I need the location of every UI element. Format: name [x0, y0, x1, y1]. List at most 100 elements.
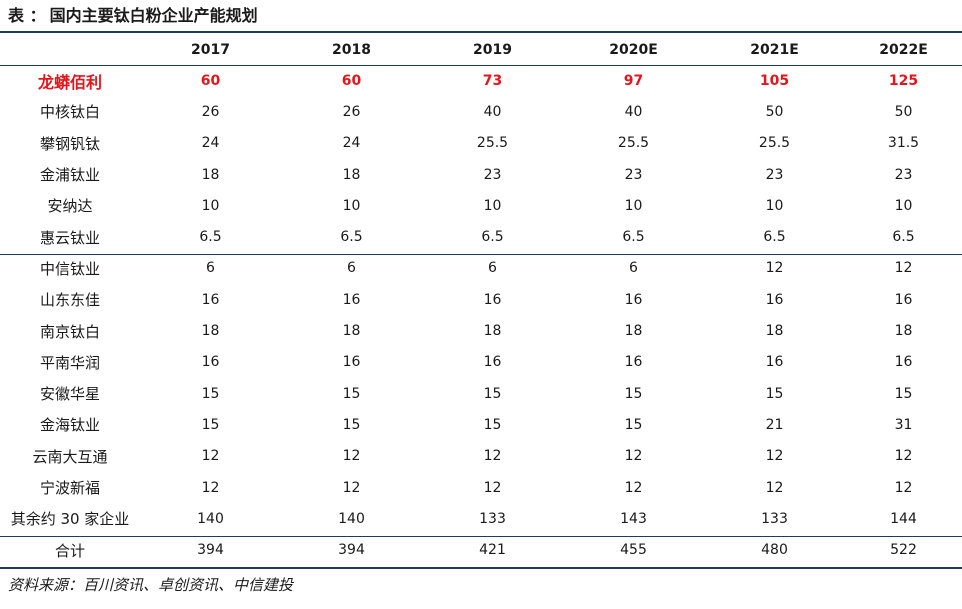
- capacity-value-cell: 40: [624, 103, 643, 120]
- company-name-cell: 云南大互通: [32, 447, 108, 466]
- capacity-value-cell: 143: [620, 510, 647, 527]
- capacity-value-cell: 16: [894, 291, 913, 308]
- capacity-value-cell: 6.5: [340, 229, 363, 246]
- bottom-rule: [0, 567, 962, 569]
- table-row: 中信钛业 6 6 6 6 12 12: [0, 253, 962, 284]
- capacity-value-cell: 16: [483, 354, 502, 371]
- capacity-value-cell: 140: [197, 510, 224, 527]
- capacity-value-cell: 73: [482, 72, 503, 89]
- capacity-value-cell: 12: [894, 260, 913, 277]
- capacity-value-cell: 12: [624, 479, 643, 496]
- table-row: 金浦钛业 18 18 23 23 23 23: [0, 159, 962, 190]
- capacity-value-cell: 6.5: [622, 229, 645, 246]
- capacity-value-cell: 16: [342, 354, 361, 371]
- capacity-value-cell: 50: [765, 103, 784, 120]
- capacity-value-cell: 25.5: [758, 135, 791, 152]
- capacity-value-cell: 18: [765, 323, 784, 340]
- table-row: 金海钛业 15 15 15 15 21 31: [0, 409, 962, 440]
- header-row: 2017 2018 2019 2020E 2021E 2022E: [0, 35, 962, 65]
- company-name-cell: 平南华润: [39, 353, 100, 372]
- capacity-value-cell: 16: [483, 291, 502, 308]
- capacity-value-cell: 16: [624, 291, 643, 308]
- capacity-value-cell: 23: [894, 166, 913, 183]
- company-name-cell: 合计: [54, 541, 85, 560]
- capacity-value-cell: 6: [206, 260, 215, 277]
- company-name-cell: 龙蟒佰利: [37, 72, 102, 92]
- capacity-value-cell: 15: [483, 416, 502, 433]
- table-row: 宁波新福 12 12 12 12 12 12: [0, 472, 962, 503]
- source-note: 资料来源：百川资讯、卓创资讯、中信建投: [8, 576, 294, 594]
- capacity-value-cell: 60: [200, 72, 221, 89]
- table-row: 平南华润 16 16 16 16 16 16: [0, 347, 962, 378]
- capacity-value-cell: 16: [342, 291, 361, 308]
- capacity-value-cell: 12: [201, 448, 220, 465]
- group-divider-rule: [0, 254, 962, 255]
- company-name-cell: 安纳达: [47, 197, 93, 216]
- capacity-value-cell: 12: [765, 479, 784, 496]
- capacity-value-cell: 394: [338, 542, 365, 559]
- column-header: 2018: [332, 42, 371, 58]
- company-name-cell: 金海钛业: [39, 416, 100, 435]
- capacity-value-cell: 12: [483, 479, 502, 496]
- company-name-cell: 宁波新福: [39, 479, 100, 497]
- company-name-cell: 金浦钛业: [39, 166, 100, 185]
- capacity-value-cell: 23: [765, 166, 784, 183]
- capacity-value-cell: 24: [201, 135, 220, 152]
- capacity-value-cell: 105: [759, 72, 790, 89]
- company-name-cell: 安徽华星: [39, 385, 100, 404]
- capacity-value-cell: 394: [197, 542, 224, 559]
- capacity-value-cell: 12: [765, 448, 784, 465]
- capacity-value-cell: 6.5: [763, 229, 786, 246]
- capacity-value-cell: 15: [624, 385, 643, 402]
- capacity-value-cell: 18: [624, 323, 643, 340]
- capacity-value-cell: 10: [342, 197, 361, 214]
- capacity-value-cell: 125: [888, 72, 919, 89]
- capacity-value-cell: 133: [479, 510, 506, 527]
- capacity-table: 2017 2018 2019 2020E 2021E 2022E 龙蟒佰利 60 6…: [0, 35, 962, 566]
- capacity-value-cell: 10: [483, 197, 502, 214]
- table-row-highlight: 龙蟒佰利 60 60 73 97 105 125: [0, 65, 962, 96]
- table-row-total: 合计 394 394 421 455 480 522: [0, 534, 962, 565]
- capacity-value-cell: 18: [342, 323, 361, 340]
- capacity-value-cell: 16: [765, 291, 784, 308]
- capacity-value-cell: 16: [201, 291, 220, 308]
- capacity-value-cell: 25.5: [476, 135, 509, 152]
- capacity-value-cell: 97: [623, 72, 644, 89]
- capacity-value-cell: 16: [765, 354, 784, 371]
- capacity-value-cell: 6: [488, 260, 497, 277]
- capacity-value-cell: 24: [342, 135, 361, 152]
- table-title-text: 国内主要钛白粉企业产能规划: [49, 6, 258, 25]
- company-name-cell: 其余约 30 家企业: [10, 510, 130, 529]
- capacity-value-cell: 50: [894, 103, 913, 120]
- column-header: 2019: [473, 42, 512, 58]
- capacity-value-cell: 12: [201, 479, 220, 496]
- capacity-value-cell: 60: [341, 72, 362, 89]
- column-header: 2020E: [609, 42, 658, 58]
- capacity-value-cell: 6.5: [892, 229, 915, 246]
- capacity-value-cell: 15: [342, 416, 361, 433]
- capacity-value-cell: 15: [483, 385, 502, 402]
- company-name-cell: 攀钢钒钛: [39, 134, 100, 153]
- capacity-value-cell: 40: [483, 103, 502, 120]
- table-row: 南京钛白 18 18 18 18 18 18: [0, 315, 962, 346]
- capacity-value-cell: 12: [342, 448, 361, 465]
- capacity-value-cell: 10: [765, 197, 784, 214]
- capacity-value-cell: 26: [342, 103, 361, 120]
- capacity-value-cell: 140: [338, 510, 365, 527]
- capacity-value-cell: 144: [890, 510, 917, 527]
- column-header: 2017: [191, 42, 230, 58]
- capacity-value-cell: 15: [201, 416, 220, 433]
- capacity-value-cell: 15: [894, 385, 913, 402]
- capacity-value-cell: 15: [201, 385, 220, 402]
- capacity-value-cell: 522: [890, 542, 917, 559]
- capacity-value-cell: 26: [201, 103, 220, 120]
- table-row: 云南大互通 12 12 12 12 12 12: [0, 441, 962, 472]
- capacity-value-cell: 133: [761, 510, 788, 527]
- table-row: 其余约 30 家企业 140 140 133 143 133 144: [0, 503, 962, 534]
- total-rule: [0, 536, 962, 537]
- capacity-value-cell: 18: [894, 323, 913, 340]
- capacity-value-cell: 12: [342, 479, 361, 496]
- capacity-value-cell: 21: [765, 416, 784, 433]
- capacity-value-cell: 12: [483, 448, 502, 465]
- column-header: 2022E: [879, 42, 928, 58]
